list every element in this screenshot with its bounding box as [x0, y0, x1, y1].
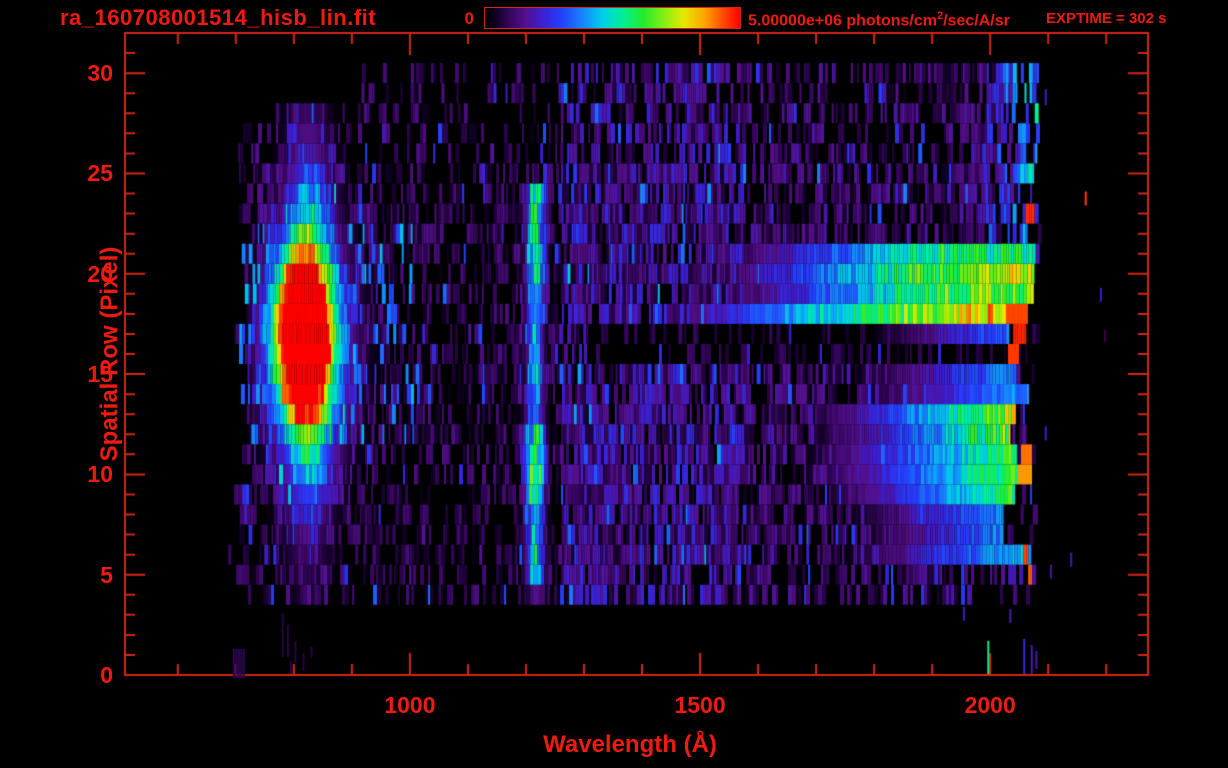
x-tick-label: 2000	[964, 692, 1016, 718]
x-tick-label: 1500	[674, 692, 726, 718]
y-tick-label: 25	[87, 160, 113, 187]
colorbar-max-label: 5.00000e+06 photons/cm2/sec/A/sr	[748, 10, 1010, 30]
y-tick-label: 15	[87, 361, 113, 388]
y-tick-label: 5	[100, 561, 113, 588]
y-tick-label: 0	[100, 662, 113, 688]
y-tick-label: 20	[87, 260, 113, 287]
colorbar-max-label-prefix: 5.00000e+06 photons/cm	[748, 12, 937, 30]
y-tick-label: 30	[87, 60, 113, 87]
x-tick-label: 1000	[384, 692, 436, 718]
x-axis-title: Wavelength (Å)	[543, 731, 717, 758]
colorbar-max-label-suffix: /sec/A/sr	[943, 12, 1010, 30]
colorbar-gradient	[484, 7, 741, 29]
file-title: ra_160708001514_hisb_lin.fit	[60, 5, 377, 30]
exptime-label: EXPTIME = 302 s	[1046, 10, 1167, 27]
colorbar-max-label-superscript: 2	[936, 10, 944, 22]
colorbar-min-label: 0	[464, 9, 474, 28]
y-tick-label: 10	[87, 461, 113, 488]
